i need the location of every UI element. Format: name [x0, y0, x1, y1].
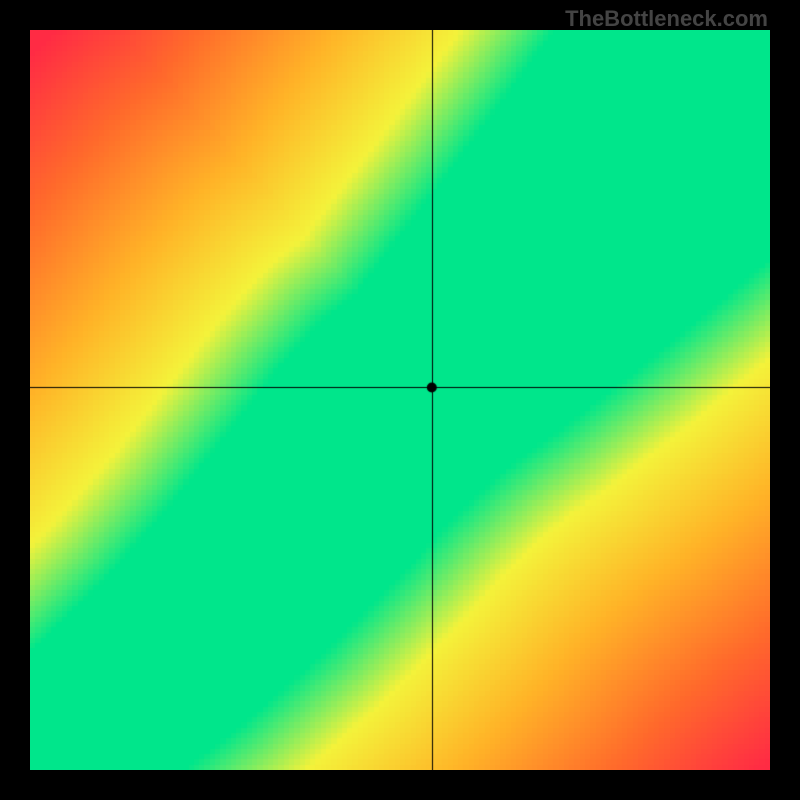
chart-container: { "watermark": { "text": "TheBottleneck.…	[0, 0, 800, 800]
bottleneck-heatmap	[30, 30, 770, 770]
watermark-text: TheBottleneck.com	[565, 6, 768, 32]
